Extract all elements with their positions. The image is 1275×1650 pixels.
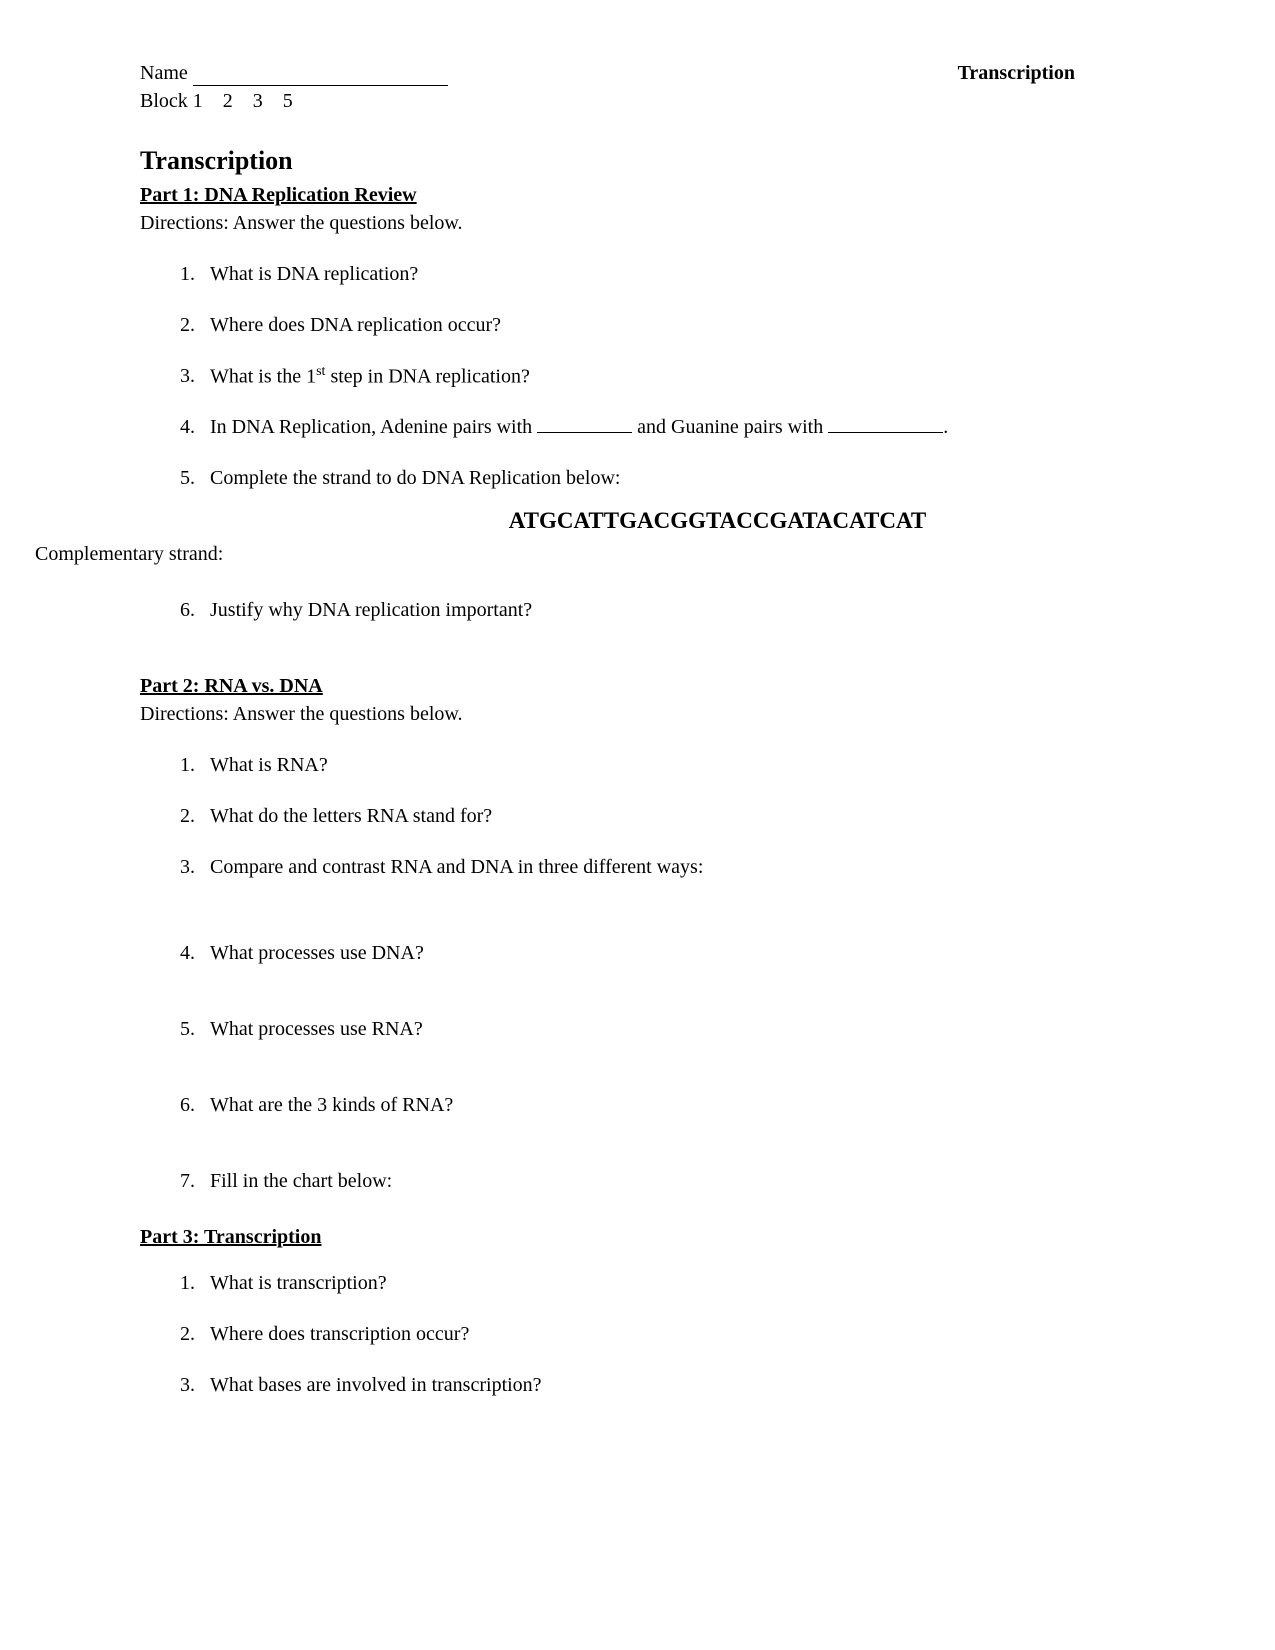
part2-q6: What are the 3 kinds of RNA?: [200, 1092, 1135, 1118]
part2-q4: What processes use DNA?: [200, 940, 1135, 966]
part1-directions: Directions: Answer the questions below.: [140, 210, 1135, 236]
name-line: Name: [140, 60, 958, 86]
part2-q5: What processes use RNA?: [200, 1016, 1135, 1042]
main-title: Transcription: [140, 144, 1135, 178]
name-blank: [193, 85, 448, 86]
complementary-label: Complementary strand:: [35, 541, 1135, 567]
part2-q2: What do the letters RNA stand for?: [200, 803, 1135, 829]
part2-heading: Part 2: RNA vs. DNA: [140, 673, 1135, 699]
header-topic: Transcription: [958, 60, 1135, 86]
part3-q3: What bases are involved in transcription…: [200, 1372, 1135, 1398]
dna-sequence: ATGCATTGACGGTACCGATACATCAT: [300, 506, 1135, 536]
part1-q6: Justify why DNA replication important?: [200, 597, 1135, 623]
part1-q4-text-a: In DNA Replication, Adenine pairs with: [210, 416, 537, 438]
part1-q3: What is the 1st step in DNA replication?: [200, 363, 1135, 390]
part2-q1: What is RNA?: [200, 752, 1135, 778]
part1-q4-blank1: [537, 432, 632, 433]
part2-directions: Directions: Answer the questions below.: [140, 701, 1135, 727]
part1-questions: What is DNA replication? Where does DNA …: [200, 261, 1135, 492]
part3-questions: What is transcription? Where does transc…: [200, 1270, 1135, 1398]
part1-q3-text-a: What is the 1: [210, 365, 316, 387]
part1-q5: Complete the strand to do DNA Replicatio…: [200, 465, 1135, 491]
part2-questions: What is RNA? What do the letters RNA sta…: [200, 752, 1135, 1194]
header-left: Name Block 1 2 3 5: [140, 60, 958, 144]
part1-q4-text-c: .: [943, 416, 948, 438]
part1-q4: In DNA Replication, Adenine pairs with a…: [200, 414, 1135, 440]
part1-q3-text-b: step in DNA replication?: [325, 365, 529, 387]
part3-q1: What is transcription?: [200, 1270, 1135, 1296]
part2-q3: Compare and contrast RNA and DNA in thre…: [200, 854, 1135, 880]
part3-q2: Where does transcription occur?: [200, 1321, 1135, 1347]
part2-q7: Fill in the chart below:: [200, 1168, 1135, 1194]
part3-heading: Part 3: Transcription: [140, 1224, 1135, 1250]
name-label: Name: [140, 62, 188, 84]
part1-q4-text-b: and Guanine pairs with: [632, 416, 828, 438]
part1-questions-cont: Justify why DNA replication important?: [200, 597, 1135, 623]
header-row: Name Block 1 2 3 5 Transcription: [140, 60, 1135, 144]
part1-q2: Where does DNA replication occur?: [200, 312, 1135, 338]
block-line: Block 1 2 3 5: [140, 88, 958, 114]
part1-q4-blank2: [828, 432, 943, 433]
part1-heading: Part 1: DNA Replication Review: [140, 182, 1135, 208]
part1-q1: What is DNA replication?: [200, 261, 1135, 287]
